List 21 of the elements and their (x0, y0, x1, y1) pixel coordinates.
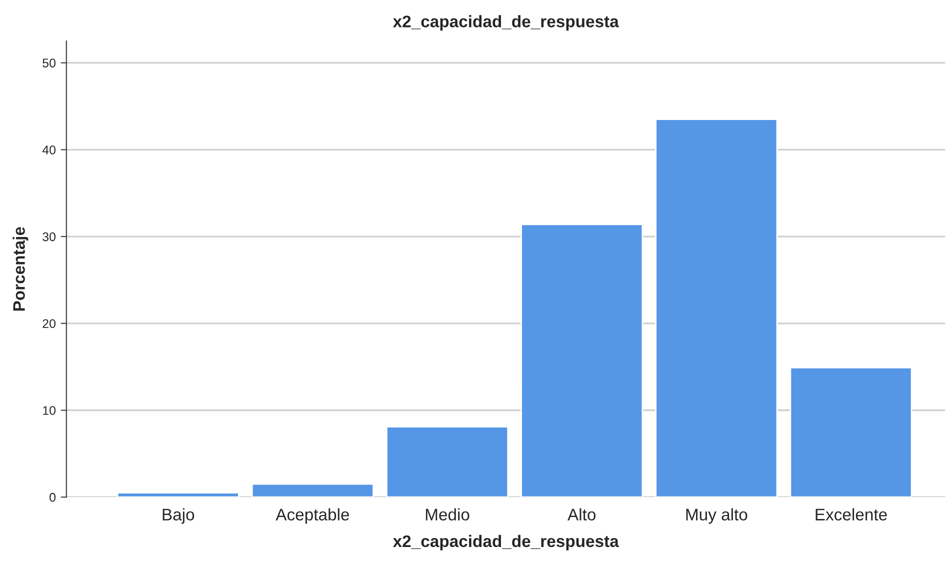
x-tick-label: Alto (568, 508, 596, 520)
y-tick-label: 20 (42, 319, 56, 328)
x-tick-label: Medio (426, 508, 470, 520)
chart-title: x2_capacidad_de_respuesta (392, 15, 619, 31)
x-tick-label: Aceptable (276, 508, 350, 524)
x-axis-title: x2_capacidad_de_respuesta (392, 534, 619, 550)
y-axis-title: Porcentaje (12, 227, 28, 311)
y-tick-label: 50 (42, 58, 56, 68)
bar (520, 224, 644, 498)
bar (116, 492, 240, 498)
bar (251, 483, 374, 498)
y-tick-label: 30 (42, 232, 56, 242)
bar (386, 426, 509, 498)
bar (655, 118, 778, 498)
bar (790, 367, 912, 498)
y-tick-label: 40 (42, 145, 56, 154)
x-tick-label: Bajo (162, 508, 194, 524)
x-tick-label: Excelente (816, 508, 887, 520)
y-tick-label: 10 (43, 406, 56, 415)
y-tick-label: 0 (50, 492, 56, 502)
x-tick-label: Muy alto (686, 508, 748, 524)
